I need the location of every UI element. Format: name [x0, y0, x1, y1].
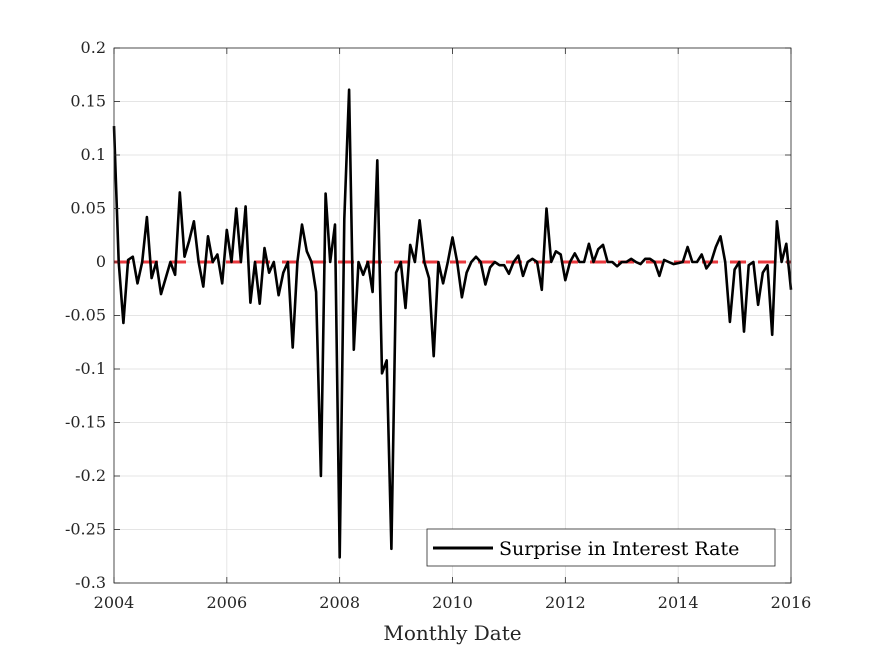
y-tick-label: -0.3 [75, 573, 106, 592]
y-tick-label: 0 [96, 252, 106, 271]
x-axis-label: Monthly Date [383, 621, 521, 645]
x-tick-label: 2010 [432, 593, 473, 612]
legend-entry-label: Surprise in Interest Rate [499, 538, 739, 560]
series-layer [112, 88, 793, 559]
y-tick-label: 0.05 [70, 199, 106, 218]
series-line-surprise-in-interest-rate [112, 88, 793, 559]
x-tick-label: 2004 [94, 593, 135, 612]
y-tick-label: 0.15 [70, 92, 106, 111]
ticks [113, 47, 792, 584]
y-tick-label: 0.1 [81, 145, 106, 164]
x-tick-label: 2008 [319, 593, 360, 612]
y-tick-label: -0.1 [75, 359, 106, 378]
y-tick-label: 0.2 [81, 38, 106, 57]
legend: Surprise in Interest Rate [426, 528, 776, 567]
y-tick-label: -0.25 [65, 520, 106, 539]
x-tick-label: 2012 [545, 593, 586, 612]
y-tick-label: -0.15 [65, 413, 106, 432]
x-tick-label: 2006 [206, 593, 247, 612]
x-tick-labels: 2004 2006 2008 2010 2012 2014 2016 [94, 593, 812, 612]
y-tick-label: -0.2 [75, 466, 106, 485]
y-tick-labels: 0.2 0.15 0.1 0.05 0 -0.05 -0.1 -0.15 -0.2 -0.25 -0… [65, 38, 106, 592]
x-tick-label: 2016 [771, 593, 812, 612]
y-tick-label: -0.05 [65, 306, 106, 325]
x-tick-label: 2014 [658, 593, 699, 612]
